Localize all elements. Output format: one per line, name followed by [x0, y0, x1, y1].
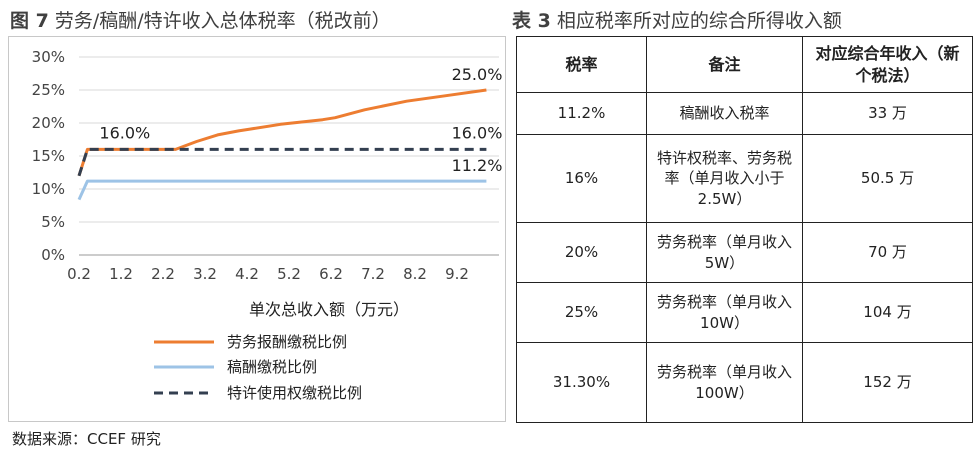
series-line-1	[77, 88, 487, 177]
cell-income: 104 万	[802, 282, 973, 343]
data-label: 16.0%	[99, 123, 150, 142]
figure-title: 劳务/稿酬/特许收入总体税率（税改前）	[54, 10, 391, 32]
table-header-row: 税率 备注 对应综合年收入（新个税法）	[516, 36, 973, 93]
table-number: 表 3	[512, 10, 551, 32]
figure-caption: 图 7 劳务/稿酬/特许收入总体税率（税改前）	[10, 6, 391, 33]
data-label: 25.0%	[452, 65, 503, 84]
x-tick-label: 3.2	[193, 265, 217, 283]
cell-rate: 11.2%	[516, 92, 647, 135]
x-axis-title: 单次总收入额（万元）	[249, 300, 409, 319]
chart-frame: 0% 5% 10% 15% 20% 25% 30% 0.2 1.2 2.2 3.2 4.2 5.2 6.2…	[8, 36, 506, 422]
cell-rate: 25%	[516, 282, 647, 343]
table-caption: 表 3 相应税率所对应的综合所得收入额	[512, 6, 842, 33]
cell-rate: 31.30%	[516, 342, 647, 423]
y-tick-label: 0%	[41, 246, 65, 264]
table-row: 16% 特许权税率、劳务税率（单月收入小于 2.5W） 50.5 万	[516, 134, 973, 223]
x-tick-label: 2.2	[151, 265, 175, 283]
cell-note: 劳务税率（单月收入 5W）	[646, 222, 803, 283]
cell-rate: 20%	[516, 222, 647, 283]
table-row: 20% 劳务税率（单月收入 5W） 70 万	[516, 222, 973, 283]
x-tick-label: 7.2	[361, 265, 385, 283]
y-tick-label: 25%	[32, 81, 65, 99]
cell-note: 劳务税率（单月收入 10W）	[646, 282, 803, 343]
table-title: 相应税率所对应的综合所得收入额	[556, 10, 842, 32]
cell-note: 稿酬收入税率	[646, 92, 803, 135]
x-tick-label: 4.2	[235, 265, 259, 283]
cell-income: 50.5 万	[802, 134, 973, 223]
series-line-2	[77, 179, 487, 201]
data-source: 数据来源：CCEF 研究	[12, 430, 161, 448]
header-income: 对应综合年收入（新个税法）	[802, 36, 973, 93]
x-tick-label: 5.2	[277, 265, 301, 283]
figure-number: 图 7	[10, 10, 49, 32]
legend-label: 劳务报酬缴税比例	[227, 333, 347, 351]
legend-label: 特许使用权缴税比例	[227, 384, 362, 402]
y-tick-label: 20%	[32, 114, 65, 132]
data-label: 16.0%	[452, 123, 503, 142]
cell-note: 劳务税率（单月收入 100W）	[646, 342, 803, 423]
table-row: 25% 劳务税率（单月收入 10W） 104 万	[516, 282, 973, 343]
header-note: 备注	[646, 36, 803, 93]
y-tick-label: 10%	[32, 180, 65, 198]
series-line-3	[77, 147, 487, 177]
x-tick-label: 0.2	[67, 265, 91, 283]
y-tick-label: 30%	[32, 48, 65, 66]
cell-income: 33 万	[802, 92, 973, 135]
y-tick-label: 15%	[32, 147, 65, 165]
legend-label: 稿酬缴税比例	[227, 358, 317, 376]
tax-rate-table: 税率 备注 对应综合年收入（新个税法） 11.2% 稿酬收入税率 33 万 16…	[516, 36, 973, 423]
table-row: 31.30% 劳务税率（单月收入 100W） 152 万	[516, 342, 973, 423]
data-label: 11.2%	[452, 156, 503, 175]
x-tick-label: 1.2	[109, 265, 133, 283]
x-tick-label: 9.2	[445, 265, 469, 283]
cell-income: 70 万	[802, 222, 973, 283]
cell-note: 特许权税率、劳务税率（单月收入小于 2.5W）	[646, 134, 803, 223]
cell-rate: 16%	[516, 134, 647, 223]
x-tick-label: 6.2	[319, 265, 343, 283]
cell-income: 152 万	[802, 342, 973, 423]
table-row: 11.2% 稿酬收入税率 33 万	[516, 92, 973, 135]
y-tick-label: 5%	[41, 213, 65, 231]
header-rate: 税率	[516, 36, 647, 93]
x-tick-label: 8.2	[403, 265, 427, 283]
line-chart: 0% 5% 10% 15% 20% 25% 30% 0.2 1.2 2.2 3.2 4.2 5.2 6.2…	[32, 48, 503, 402]
